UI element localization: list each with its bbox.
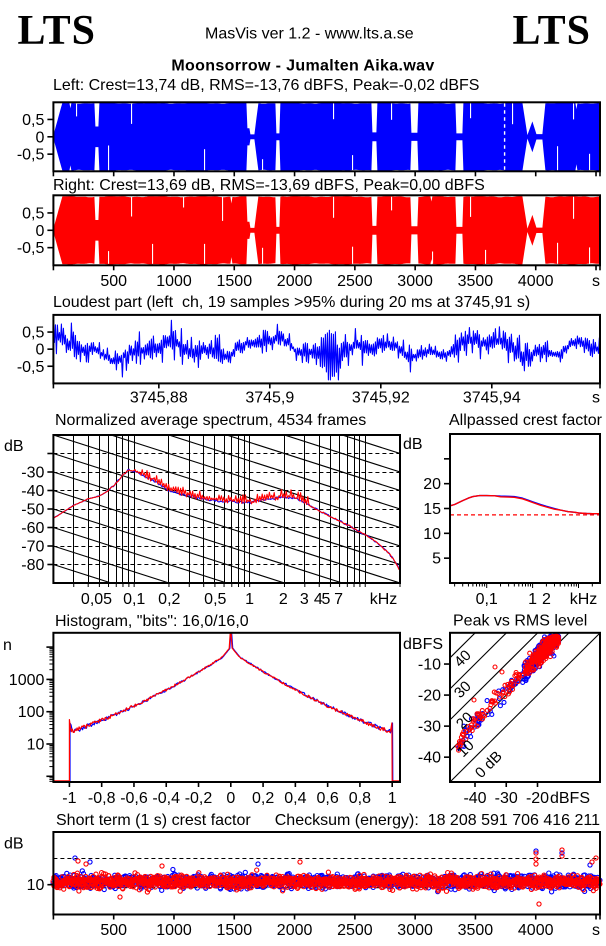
svg-text:-30: -30 [495,790,518,807]
svg-text:3745,88: 3745,88 [130,389,188,406]
svg-text:3745,9: 3745,9 [245,389,294,406]
svg-text:1000: 1000 [9,672,45,689]
svg-text:0,1: 0,1 [123,591,145,608]
svg-text:3: 3 [300,591,309,608]
svg-text:0: 0 [35,342,44,359]
svg-text:0,1: 0,1 [476,591,498,608]
svg-text:3745,94: 3745,94 [463,389,521,406]
svg-text:2: 2 [279,591,288,608]
svg-text:Checksum (energy): 18 208 591: Checksum (energy): 18 208 591 706 416 21… [275,812,600,829]
svg-text:20: 20 [423,476,441,493]
svg-text:-40: -40 [418,750,441,767]
svg-text:1: 1 [528,591,537,608]
svg-text:0,4: 0,4 [284,790,306,807]
svg-text:Loudest part (left ch, 19 sam: Loudest part (left ch, 19 samples >95% d… [53,294,530,311]
svg-text:0,5: 0,5 [22,112,44,129]
svg-text:kHz: kHz [570,591,598,608]
svg-text:10: 10 [27,737,45,754]
svg-text:-0,2: -0,2 [185,790,213,807]
svg-text:10: 10 [423,526,441,543]
svg-text:-0,5: -0,5 [17,240,45,257]
svg-text:4: 4 [314,591,323,608]
svg-text:s: s [592,922,600,939]
svg-text:-20: -20 [526,790,549,807]
svg-text:4000: 4000 [518,922,554,939]
svg-text:0,05: 0,05 [81,591,112,608]
svg-text:0,5: 0,5 [22,206,44,223]
svg-text:-0,4: -0,4 [152,790,180,807]
svg-text:Peak vs RMS level: Peak vs RMS level [453,613,587,630]
svg-text:10: 10 [27,877,45,894]
svg-text:n: n [3,637,12,654]
svg-text:5: 5 [432,551,441,568]
svg-text:3000: 3000 [397,922,433,939]
svg-text:dB: dB [4,836,24,853]
svg-text:1500: 1500 [217,273,253,290]
svg-text:s: s [592,389,600,406]
svg-text:4000: 4000 [518,273,554,290]
svg-text:3500: 3500 [458,273,494,290]
svg-text:dB: dB [403,436,423,453]
svg-text:Short term (1 s) crest factor: Short term (1 s) crest factor [56,812,251,829]
svg-text:7: 7 [334,591,343,608]
svg-text:500: 500 [100,922,127,939]
svg-text:-1: -1 [62,790,76,807]
svg-text:0,2: 0,2 [158,591,180,608]
svg-text:0,8: 0,8 [349,790,371,807]
svg-text:dB: dB [4,438,24,455]
svg-text:Right: Crest=13,69 dB, RMS=-13: Right: Crest=13,69 dB, RMS=-13,69 dBFS, … [53,177,485,194]
svg-text:-20: -20 [418,688,441,705]
svg-text:0,5: 0,5 [22,325,44,342]
svg-text:MasVis ver 1.2 - www.lts.a.se: MasVis ver 1.2 - www.lts.a.se [205,25,414,42]
svg-text:-0,6: -0,6 [120,790,148,807]
svg-text:0: 0 [226,790,235,807]
svg-text:3745,92: 3745,92 [352,389,410,406]
svg-text:2: 2 [542,591,551,608]
svg-text:1000: 1000 [156,273,192,290]
svg-text:1000: 1000 [156,922,192,939]
svg-text:2500: 2500 [337,922,373,939]
svg-text:-0,8: -0,8 [88,790,116,807]
svg-text:-30: -30 [21,465,44,482]
svg-text:LTS: LTS [513,8,592,54]
svg-text:LTS: LTS [18,8,97,54]
svg-text:Left: Crest=13,74 dB, RMS=-13,: Left: Crest=13,74 dB, RMS=-13,76 dBFS, P… [53,77,479,94]
svg-text:3500: 3500 [458,922,494,939]
svg-text:0,6: 0,6 [316,790,338,807]
svg-text:1500: 1500 [217,922,253,939]
svg-text:2000: 2000 [277,922,313,939]
svg-text:0,2: 0,2 [252,790,274,807]
svg-text:3000: 3000 [397,273,433,290]
svg-text:-40: -40 [21,483,44,500]
svg-text:Histogram, "bits": 16,0/16,0: Histogram, "bits": 16,0/16,0 [55,613,249,630]
svg-text:kHz: kHz [370,591,398,608]
svg-text:0: 0 [35,223,44,240]
svg-text:0,5: 0,5 [204,591,226,608]
svg-text:dBFS: dBFS [403,636,443,653]
svg-text:-10: -10 [418,657,441,674]
svg-text:1: 1 [245,591,254,608]
svg-text:-60: -60 [21,520,44,537]
svg-text:s: s [592,273,600,290]
svg-text:-0,5: -0,5 [17,359,45,376]
svg-text:-80: -80 [21,557,44,574]
svg-text:-30: -30 [418,719,441,736]
svg-text:100: 100 [18,704,45,721]
svg-text:-50: -50 [21,502,44,519]
svg-text:Normalized average spectrum, 4: Normalized average spectrum, 4534 frames [55,412,366,429]
svg-text:dBFS: dBFS [550,790,590,807]
svg-text:Moonsorrow - Jumalten Aika.wav: Moonsorrow - Jumalten Aika.wav [171,58,434,75]
svg-text:0: 0 [35,129,44,146]
svg-text:2000: 2000 [277,273,313,290]
svg-text:500: 500 [100,273,127,290]
svg-text:1: 1 [388,790,397,807]
svg-text:-70: -70 [21,539,44,556]
svg-text:-40: -40 [463,790,486,807]
svg-text:5: 5 [322,591,331,608]
svg-text:2500: 2500 [337,273,373,290]
svg-text:15: 15 [423,501,441,518]
svg-text:-0,5: -0,5 [17,147,45,164]
svg-text:Allpassed crest factor: Allpassed crest factor [449,412,603,429]
